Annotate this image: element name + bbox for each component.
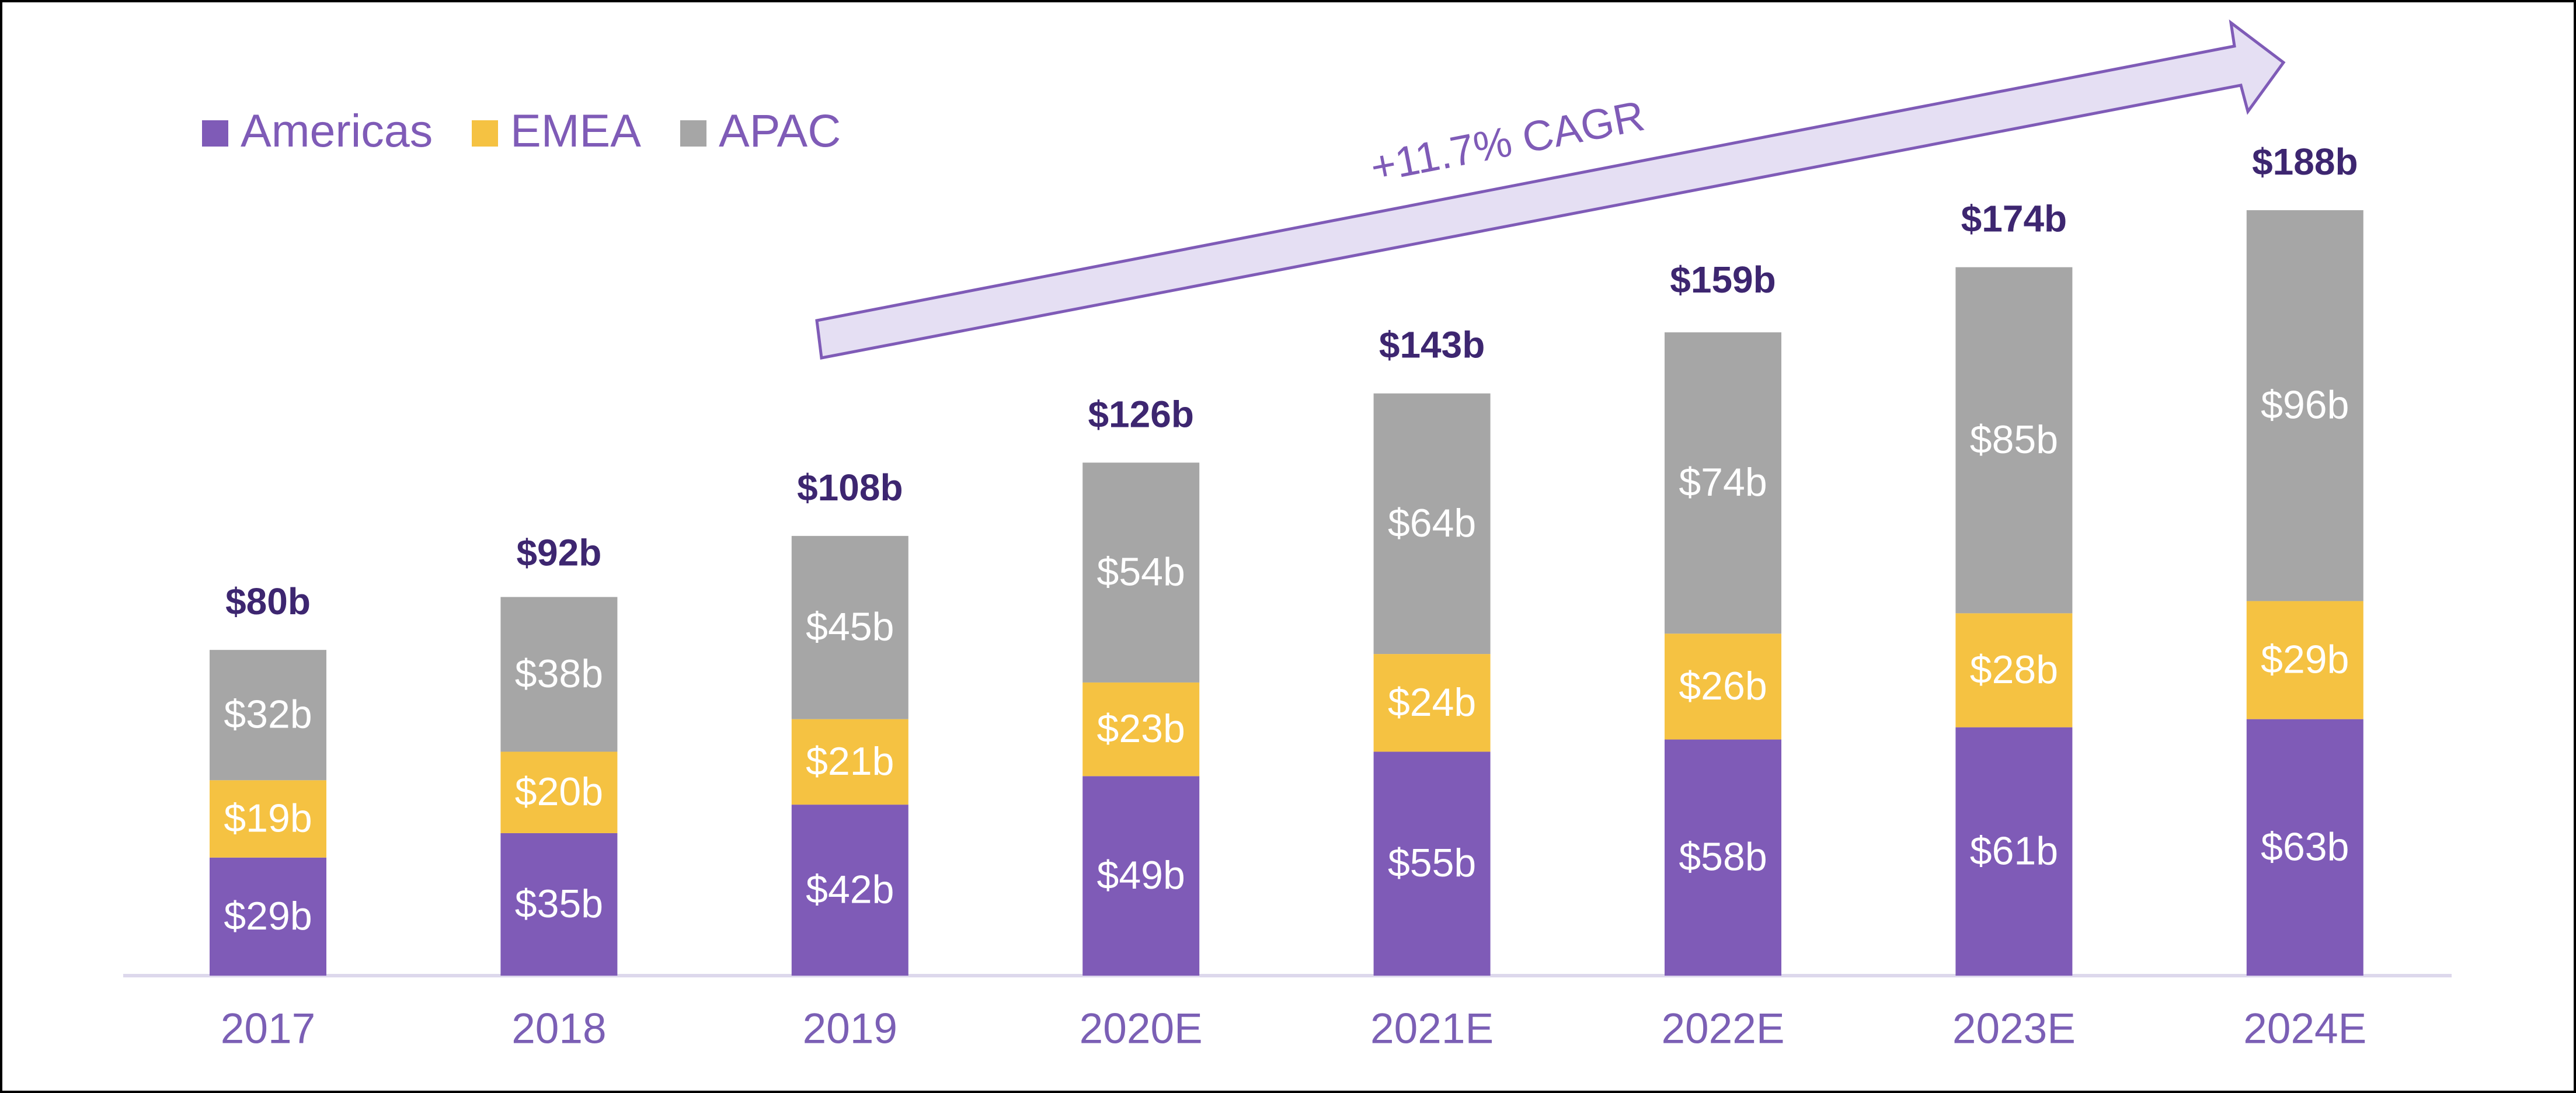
bar-segment <box>500 751 618 833</box>
bar-segment <box>791 805 908 976</box>
value-label: $28b <box>1970 648 2058 692</box>
legend-swatch <box>472 120 498 147</box>
bar-segment <box>1082 462 1200 683</box>
bar-segment <box>1082 776 1200 976</box>
x-tick-label: 2020E <box>1080 1005 1203 1052</box>
total-label: $80b <box>225 580 311 622</box>
value-label: $96b <box>2261 383 2349 427</box>
bar-segment <box>2246 601 2363 719</box>
value-label: $20b <box>515 770 603 814</box>
bar-segment <box>210 857 326 976</box>
x-tick-label: 2019 <box>803 1005 897 1052</box>
value-label: $29b <box>224 894 312 938</box>
legend-label: APAC <box>719 105 841 156</box>
total-label: $108b <box>797 467 903 509</box>
value-label: $55b <box>1388 841 1476 885</box>
bar-segment <box>791 719 908 805</box>
value-label: $21b <box>806 739 894 784</box>
value-label: $42b <box>806 868 894 912</box>
bar-segment <box>2246 719 2363 976</box>
bar-segment <box>1665 633 1781 740</box>
bar-segment <box>2246 210 2363 601</box>
value-label: $19b <box>224 796 312 840</box>
x-tick-label: 2023E <box>1952 1005 2076 1052</box>
x-tick-label: 2022E <box>1661 1005 1784 1052</box>
value-label: $24b <box>1388 680 1476 725</box>
value-label: $85b <box>1970 417 2058 462</box>
total-label: $92b <box>516 531 601 573</box>
value-label: $64b <box>1388 501 1476 545</box>
value-label: $74b <box>1679 460 1767 504</box>
value-label: $54b <box>1097 550 1185 594</box>
bar-segment <box>791 535 908 719</box>
bar-segment <box>1955 727 2073 976</box>
bar-segment <box>1373 654 1491 752</box>
bar-segment <box>1665 739 1781 976</box>
value-label: $63b <box>2261 824 2349 869</box>
total-label: $188b <box>2252 141 2358 183</box>
bar-segment <box>1955 613 2073 727</box>
bar-segment <box>1082 682 1200 777</box>
bar-segment <box>210 780 326 858</box>
bar-segment <box>500 597 618 752</box>
x-tick-label: 2024E <box>2243 1005 2366 1052</box>
legend-swatch <box>202 120 228 147</box>
x-tick-label: 2017 <box>221 1005 315 1052</box>
bar-segment <box>210 650 326 781</box>
bar-segment <box>1955 267 2073 614</box>
value-label: $38b <box>515 652 603 696</box>
value-label: $58b <box>1679 835 1767 879</box>
total-label: $143b <box>1379 324 1485 366</box>
value-label: $61b <box>1970 829 2058 873</box>
total-label: $126b <box>1088 393 1193 435</box>
value-label: $35b <box>515 882 603 926</box>
value-label: $49b <box>1097 853 1185 897</box>
bar-segment <box>1373 751 1491 976</box>
legend-swatch <box>680 120 706 147</box>
value-label: $32b <box>224 692 312 737</box>
total-label: $174b <box>1961 198 2067 240</box>
bar-segment <box>500 833 618 976</box>
value-label: $26b <box>1679 664 1767 708</box>
x-tick-label: 2021E <box>1370 1005 1494 1052</box>
legend-label: EMEA <box>510 105 641 156</box>
x-tick-label: 2018 <box>511 1005 606 1052</box>
bar-segment <box>1373 393 1491 655</box>
cagr-arrow <box>815 19 2286 360</box>
value-label: $45b <box>806 605 894 649</box>
total-label: $159b <box>1670 259 1776 301</box>
value-label: $23b <box>1097 706 1185 751</box>
bar-segment <box>1665 332 1781 634</box>
legend-label: Americas <box>241 105 433 156</box>
value-label: $29b <box>2261 638 2349 682</box>
